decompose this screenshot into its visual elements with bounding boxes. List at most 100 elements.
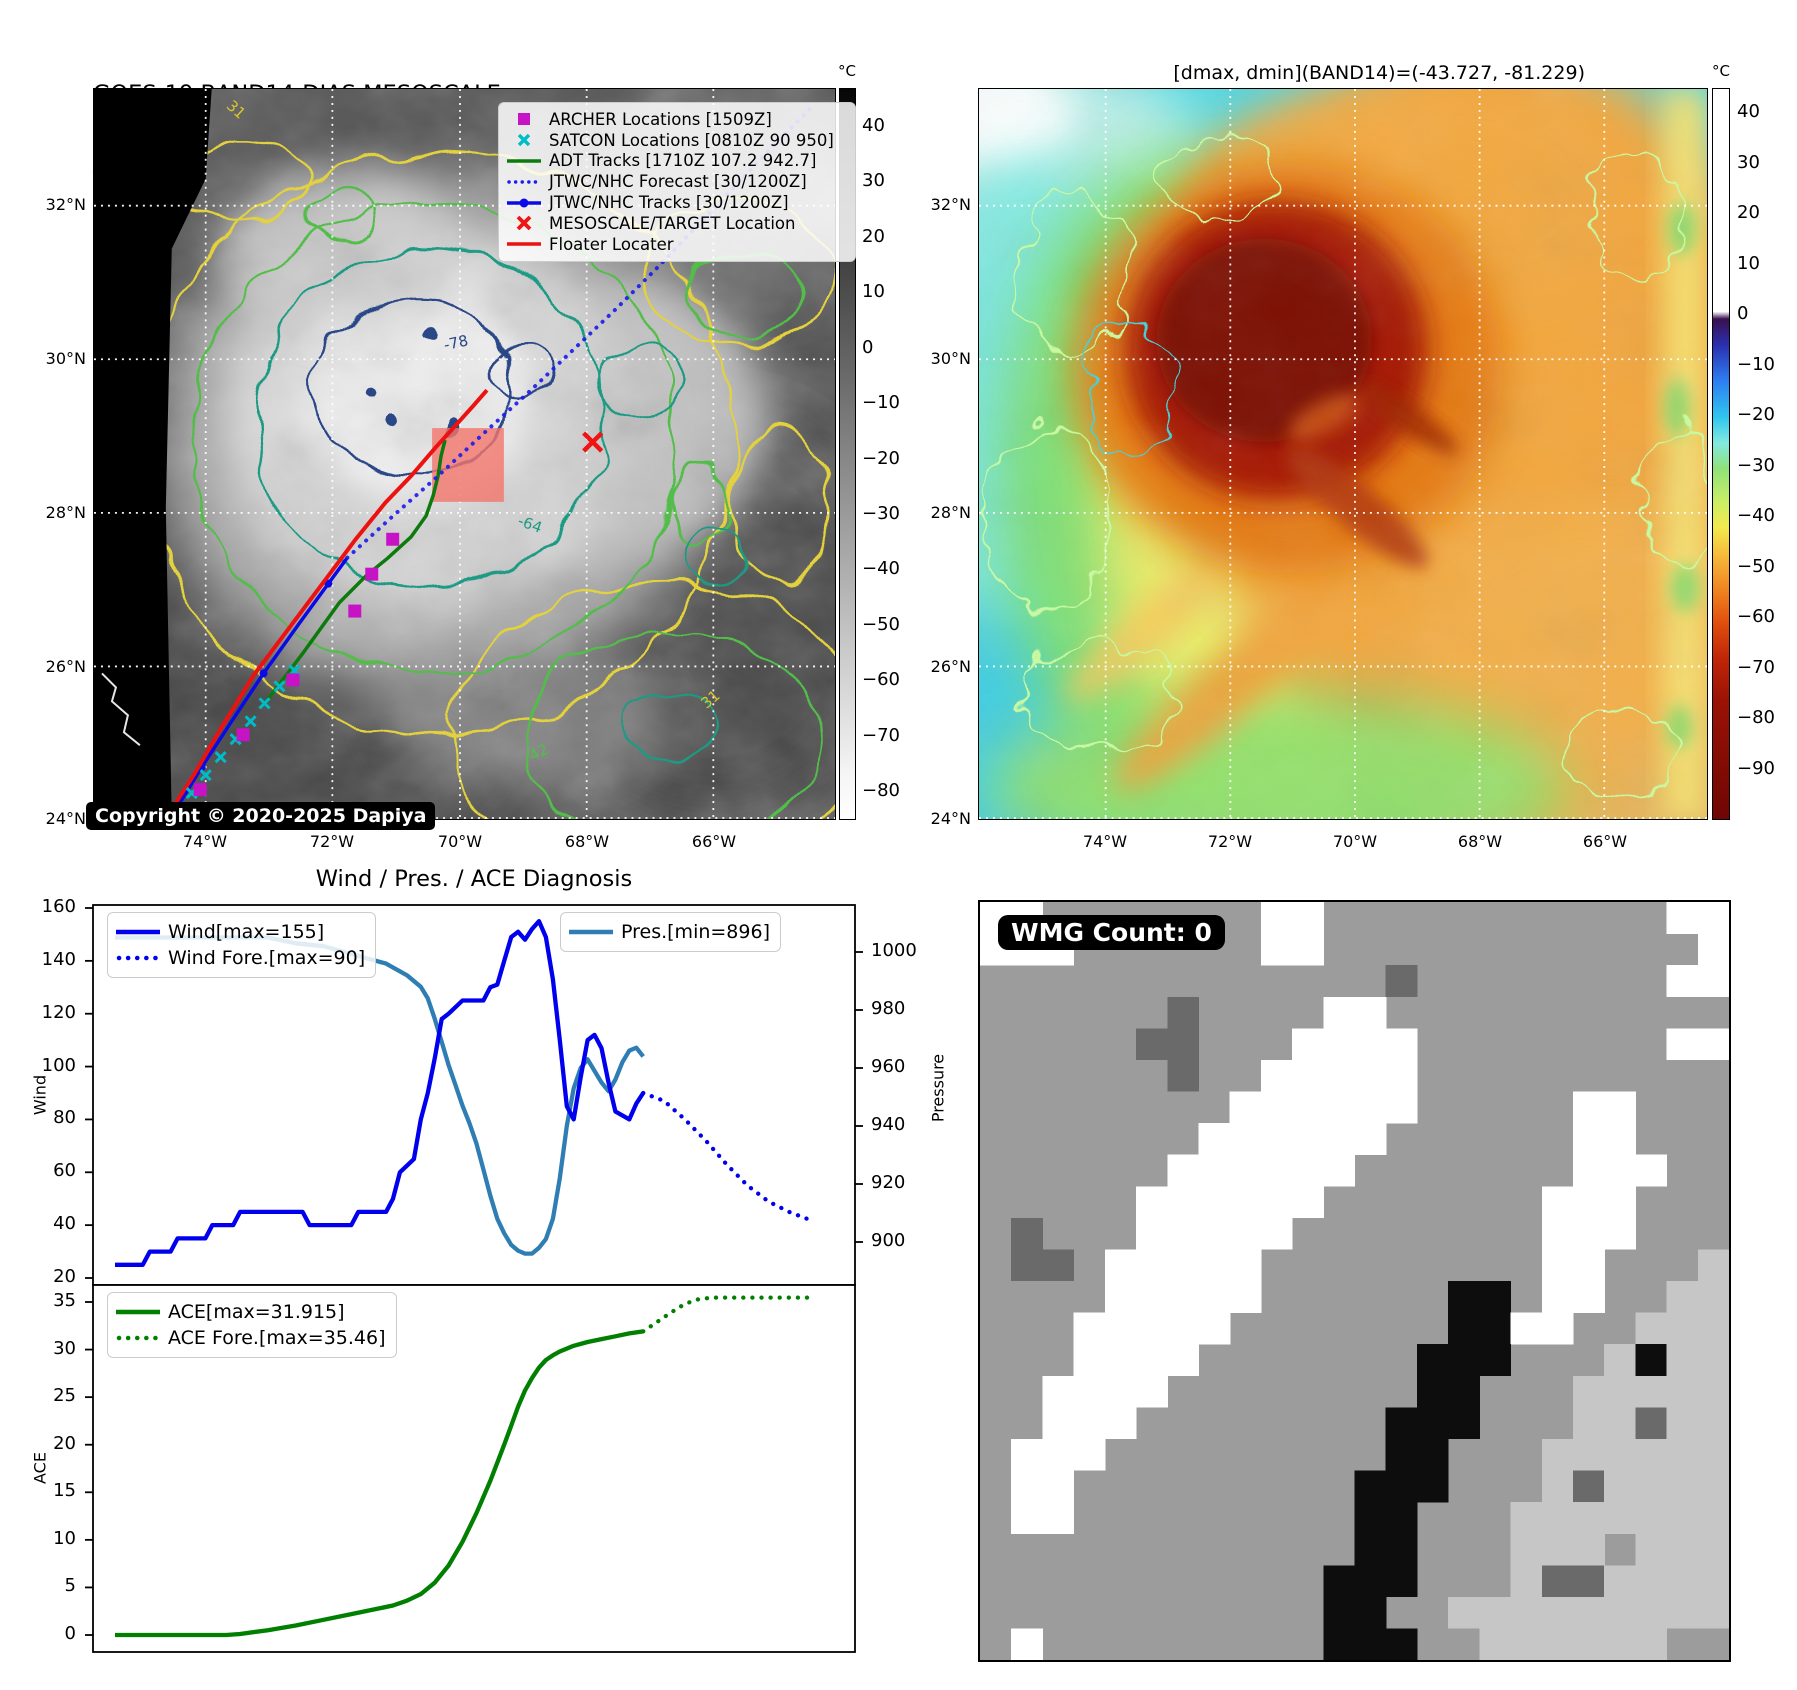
wmg-cell: [1572, 1186, 1605, 1219]
wmg-cell: [1666, 1344, 1699, 1376]
band14-colorbar: [839, 88, 856, 820]
ace-forecast-dotted-icon: [116, 1330, 160, 1346]
wmg-cell: [1572, 1596, 1605, 1629]
wmg-cell: [1448, 1281, 1480, 1313]
wmg-cell: [1541, 1217, 1574, 1250]
lat-tick-right-map: 28°N: [930, 503, 971, 522]
wmg-cell: [1572, 1533, 1605, 1566]
wmg-cell: [1635, 1438, 1668, 1471]
legend-item-track: JTWC/NHC Tracks [30/1200Z]: [507, 192, 845, 213]
legend-label: ARCHER Locations [1509Z]: [549, 109, 772, 129]
wmg-cell: [1354, 1596, 1387, 1629]
wmg-cell: [1697, 1344, 1729, 1376]
wmg-cell: [1229, 1249, 1262, 1282]
pressure-y-tick: 980: [871, 998, 906, 1019]
legend-label: Wind Fore.[max=90]: [168, 947, 366, 969]
legend-item-wind: Wind[max=155]: [116, 919, 365, 945]
awv-colorbar-tick: 30: [1737, 151, 1760, 173]
lon-tick-right-map: 72°W: [1207, 832, 1253, 851]
wmg-cell: [1541, 1312, 1574, 1345]
wmg-cell: [1260, 1186, 1293, 1219]
lon-tick-right-map: 70°W: [1332, 832, 1378, 851]
series-Pres.[min=896]: [115, 935, 645, 1256]
wmg-cell: [1697, 1028, 1729, 1061]
wmg-cell: [1604, 1091, 1636, 1124]
wmg-cell: [1167, 1217, 1200, 1250]
wmg-cell: [1448, 1312, 1480, 1345]
awv-colorbar: [1712, 88, 1730, 820]
wmg-cell: [1198, 1154, 1231, 1187]
wmg-cell: [1136, 1217, 1168, 1250]
adt-line-icon: [507, 154, 541, 168]
wmg-cell: [1448, 1407, 1480, 1440]
lon-tick-left-map: 66°W: [691, 832, 737, 851]
legend-label: ADT Tracks [1710Z 107.2 942.7]: [549, 151, 817, 171]
band14-colorbar-tick: 30: [862, 170, 885, 192]
lat-tick-right-map: 26°N: [930, 657, 971, 676]
wmg-cell: [1292, 1154, 1324, 1187]
legend-item-adt: ADT Tracks [1710Z 107.2 942.7]: [507, 151, 845, 172]
wmg-cell: [1323, 1154, 1356, 1187]
pressure-y-tick: 940: [871, 1114, 906, 1135]
legend-item-ace: ACE[max=31.915]: [116, 1299, 386, 1325]
wmg-cell: [1323, 1123, 1356, 1155]
wmg-cell: [1167, 1186, 1200, 1219]
wmg-cell: [1104, 1249, 1137, 1282]
wmg-cell: [1260, 902, 1293, 934]
wmg-cell: [1572, 1217, 1605, 1250]
wmg-cell: [1541, 1502, 1574, 1534]
series-Wind Fore.[max=90]: [641, 1090, 813, 1223]
legend-label: MESOSCALE/TARGET Location: [549, 213, 796, 233]
wmg-cell: [1385, 1502, 1418, 1534]
band14-colorbar-tick: 20: [862, 225, 885, 247]
wmg-cell: [1416, 1407, 1449, 1440]
wmg-cell: [1167, 1249, 1200, 1282]
wmg-cell: [1011, 1438, 1044, 1471]
wmg-cell: [1260, 933, 1293, 966]
wmg-cell: [1354, 1502, 1387, 1534]
wmg-cell: [1042, 1249, 1075, 1282]
awv-colorbar-tick: −10: [1737, 353, 1775, 375]
wmg-cell: [1635, 1375, 1668, 1408]
lon-tick-right-map: 74°W: [1082, 832, 1128, 851]
band14-colorbar-tick: −40: [862, 558, 900, 580]
legend-item-pressure: Pres.[min=896]: [569, 919, 770, 945]
wmg-cell: [1572, 1502, 1605, 1534]
wmg-cell: [1323, 1059, 1356, 1092]
wmg-cell: [1666, 1470, 1699, 1503]
wmg-cell: [1572, 1407, 1605, 1440]
wmg-cell: [1042, 1407, 1075, 1440]
wmg-cell: [1541, 1470, 1574, 1503]
adt-track: [264, 439, 447, 704]
wind-y-tick: 100: [41, 1054, 76, 1076]
wmg-cell: [1260, 1154, 1293, 1187]
band14-colorbar-tick: −60: [862, 669, 900, 691]
ace-y-tick: 20: [53, 1432, 76, 1454]
awv-colorbar-tick: 40: [1737, 101, 1760, 122]
wmg-cell: [1510, 1533, 1543, 1566]
wmg-cell: [1229, 1186, 1262, 1219]
pressure-y-tick: 960: [871, 1056, 906, 1077]
wmg-cell: [1073, 1375, 1106, 1408]
wmg-cell: [1604, 1438, 1636, 1471]
lat-tick-left-map: 26°N: [45, 657, 86, 676]
wmg-cell: [1011, 1249, 1044, 1282]
wind-forecast-dotted-icon: [116, 950, 160, 966]
wmg-cell: [1104, 1344, 1137, 1376]
wind-axis-label: Wind: [30, 1074, 50, 1116]
wmg-cell: [1572, 1565, 1605, 1598]
wmg-cell: [1292, 1091, 1324, 1124]
wmg-cell: [1510, 1628, 1543, 1660]
wmg-cell: [1697, 1533, 1729, 1566]
wmg-cell: [1385, 1407, 1418, 1440]
wmg-cell: [1635, 1154, 1668, 1187]
wmg-cell: [1167, 1059, 1200, 1092]
wmg-cell: [1479, 1344, 1512, 1376]
wmg-cell: [1697, 1407, 1729, 1440]
wmg-cell: [1510, 1596, 1543, 1629]
wmg-cell: [1167, 1344, 1200, 1376]
wmg-cell: [1042, 1502, 1075, 1534]
wmg-cell: [1572, 1628, 1605, 1660]
wmg-cell: [1323, 1565, 1356, 1598]
legend-label: Floater Locater: [549, 234, 674, 254]
